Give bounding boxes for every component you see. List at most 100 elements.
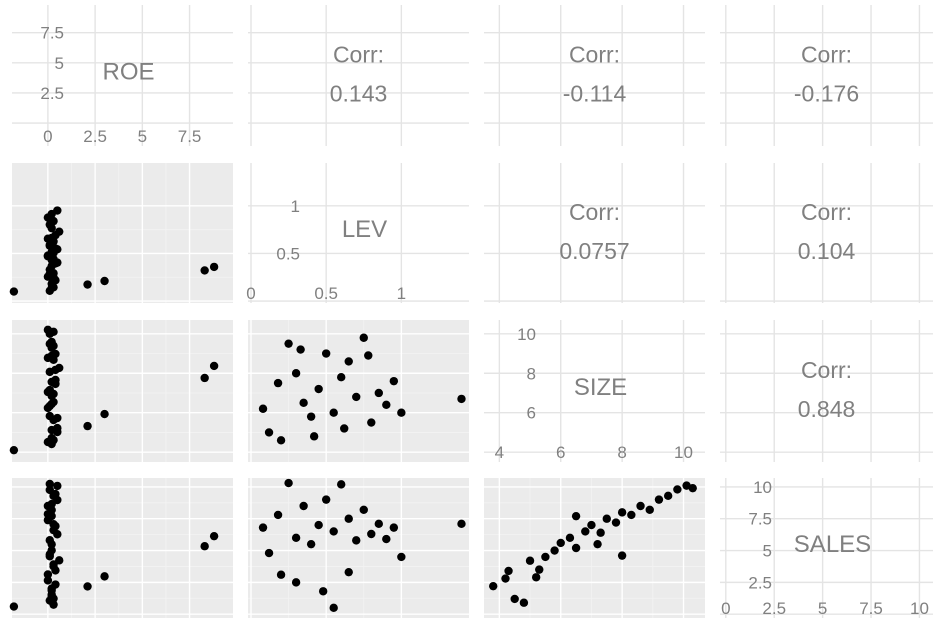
scatter-point	[45, 479, 54, 489]
scatter-point	[611, 518, 621, 527]
scatter-point	[43, 403, 53, 413]
scatter-point	[504, 566, 513, 576]
scatter-point	[49, 415, 58, 425]
scatter-point	[565, 533, 575, 543]
corr-label: Corr:	[333, 42, 384, 68]
x-tick-label: 0.5	[314, 284, 338, 303]
scatter-point	[596, 528, 605, 537]
scatter-point	[337, 480, 346, 489]
scatter-point	[100, 409, 109, 419]
x-tick-label: 2.5	[83, 127, 107, 146]
scatter-point	[49, 520, 58, 529]
variable-name: SALES	[794, 531, 871, 558]
scatter-point	[47, 233, 56, 243]
x-tick-label: 4	[495, 443, 504, 462]
x-tick-label: 0	[43, 127, 52, 146]
panel-lev-size: Corr: 0.0757	[484, 163, 705, 303]
y-tick-label: 0.5	[276, 244, 300, 263]
scatter-point	[45, 367, 54, 377]
scatter-point	[51, 379, 60, 389]
panel-background	[248, 478, 469, 618]
scatter-point	[397, 408, 406, 417]
scatter-point	[550, 546, 559, 555]
x-tick-label: 2.5	[762, 599, 786, 618]
scatter-point	[47, 584, 56, 593]
scatter-point	[397, 552, 406, 562]
x-tick-label: 8	[617, 443, 626, 462]
scatter-point	[525, 556, 535, 565]
scatter-point	[374, 519, 383, 529]
variable-name: SIZE	[574, 374, 627, 401]
scatter-point	[374, 388, 383, 398]
scatter-point	[299, 398, 308, 408]
scatter-point	[344, 357, 353, 366]
y-tick-label: 10	[517, 325, 536, 344]
panel-background	[12, 163, 233, 303]
x-tick-label: 7.5	[178, 127, 202, 146]
panel-background	[484, 478, 705, 618]
panel-roe-sales: Corr: -0.176	[720, 5, 933, 146]
y-tick-label: 5	[55, 54, 64, 73]
scatter-point	[200, 542, 209, 551]
scatter-point	[209, 361, 219, 371]
panel-background	[12, 478, 233, 618]
scatter-point	[284, 339, 293, 348]
scatter-point	[49, 600, 58, 609]
scatter-point	[654, 495, 664, 504]
scatter-point	[602, 514, 611, 523]
panel-size-lev	[248, 320, 469, 462]
scatter-point	[688, 483, 697, 493]
scatter-point	[352, 392, 361, 402]
scatter-point	[541, 552, 550, 562]
scatter-point	[49, 355, 58, 365]
y-tick-label: 8	[527, 364, 536, 383]
scatter-point	[489, 581, 498, 591]
scatter-point	[519, 598, 529, 607]
scatter-point	[581, 527, 590, 536]
y-tick-label: 5	[763, 542, 772, 561]
corr-value: 0.104	[798, 238, 856, 264]
scatter-point	[9, 602, 19, 611]
scatter-point	[200, 266, 209, 275]
scatter-point	[291, 578, 301, 587]
scatter-point	[329, 408, 338, 417]
corr-value: 0.0757	[559, 238, 629, 264]
y-tick-label: 2.5	[748, 573, 772, 592]
x-tick-label: 1	[397, 284, 406, 303]
scatter-point	[359, 505, 368, 515]
panel-size-roe	[9, 320, 233, 462]
scatter-point	[627, 510, 636, 520]
scatter-point	[367, 529, 376, 539]
scatter-point	[273, 510, 283, 520]
corr-label: Corr:	[801, 199, 852, 225]
scatter-point	[49, 560, 58, 569]
scatter-point	[55, 227, 64, 236]
corr-label: Corr:	[801, 357, 852, 383]
x-tick-label: 6	[556, 443, 565, 462]
y-tick-label: 6	[527, 404, 536, 423]
scatter-point	[321, 495, 331, 504]
corr-label: Corr:	[569, 42, 620, 68]
scatter-point	[663, 491, 673, 501]
panel-lev-roe	[9, 163, 233, 303]
scatter-point	[382, 400, 391, 410]
scatter-point	[571, 511, 581, 521]
scatter-point	[673, 485, 682, 494]
scatter-point	[344, 567, 353, 577]
variable-name: ROE	[102, 59, 154, 86]
x-tick-label: 5	[818, 599, 827, 618]
panel-lev-sales: Corr: 0.104	[720, 163, 933, 303]
scatter-point	[457, 519, 466, 529]
scatter-point	[309, 432, 319, 441]
panel-roe-size: Corr: -0.114	[484, 5, 705, 146]
x-tick-label: 0	[721, 599, 730, 618]
scatter-point	[389, 523, 399, 532]
x-tick-label: 7.5	[859, 599, 883, 618]
scatter-point	[43, 576, 53, 585]
scatter-point	[47, 439, 56, 449]
scatter-point	[100, 572, 109, 581]
scatter-point	[45, 550, 54, 559]
scatter-point	[510, 594, 519, 604]
panel-roe-lev: Corr: 0.143	[248, 5, 469, 146]
